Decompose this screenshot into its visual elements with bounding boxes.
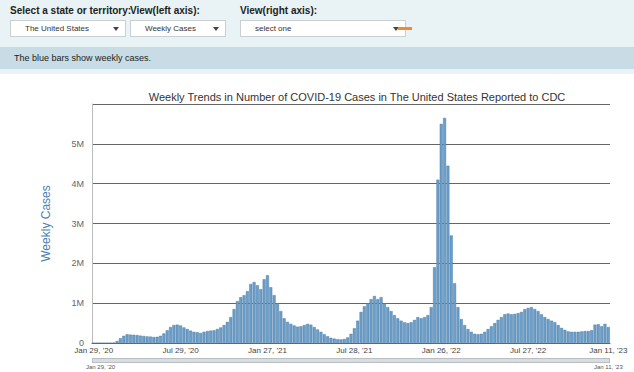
html-text:Jan 11, '23: Jan 11, '23 — [594, 364, 623, 370]
html-text:select one: select one — [255, 24, 292, 33]
svg-text:1M: 1M — [71, 298, 84, 308]
svg-text:Weekly Cases: Weekly Cases — [39, 185, 53, 261]
html-text:Weekly Cases: Weekly Cases — [145, 24, 196, 33]
html-text:The blue bars show weekly case: The blue bars show weekly cases. — [14, 53, 152, 63]
html-text:Select a state or territory:: Select a state or territory: — [10, 5, 132, 16]
svg-text:Weekly Trends in Number of COV: Weekly Trends in Number of COVID-19 Case… — [149, 91, 566, 103]
svg-text:Jul 28, '21: Jul 28, '21 — [336, 346, 373, 355]
svg-text:5M: 5M — [71, 139, 84, 149]
svg-text:4M: 4M — [71, 179, 84, 189]
html-text:View(right axis):: View(right axis): — [240, 5, 318, 16]
svg-text:Jan 29, '20: Jan 29, '20 — [74, 346, 113, 355]
svg-text:Jan 26, '22: Jan 26, '22 — [422, 346, 461, 355]
html-text:Jan 29, '20: Jan 29, '20 — [86, 364, 116, 370]
svg-text:3M: 3M — [71, 219, 84, 229]
svg-text:2M: 2M — [71, 258, 84, 268]
svg-text:Jul 29, '20: Jul 29, '20 — [162, 346, 199, 355]
html-text:The United States: The United States — [25, 24, 89, 33]
html-text:View(left axis):: View(left axis): — [130, 5, 200, 16]
svg-text:0: 0 — [79, 338, 84, 348]
svg-text:Jan 11, '23: Jan 11, '23 — [589, 346, 628, 355]
svg-text:Jan 27, '21: Jan 27, '21 — [248, 346, 287, 355]
svg-text:Jul 27, '22: Jul 27, '22 — [510, 346, 547, 355]
